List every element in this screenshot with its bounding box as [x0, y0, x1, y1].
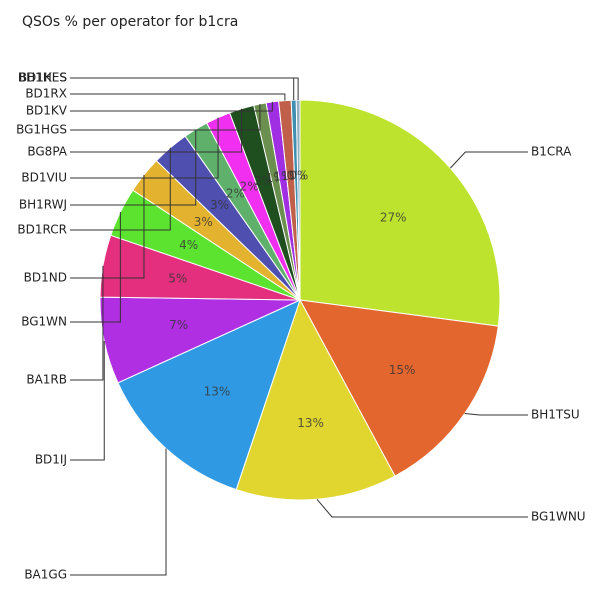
- value-label: 2%: [226, 187, 245, 201]
- value-label: 7%: [169, 318, 188, 332]
- category-label: BD1VIU: [21, 171, 67, 185]
- pie-slice: [299, 299, 499, 477]
- leader-line: [70, 104, 261, 131]
- leader-line: [70, 147, 171, 231]
- leader-line: [70, 129, 197, 206]
- pie-slice: [295, 99, 301, 301]
- leader-line: [70, 340, 105, 461]
- value-label: 2%: [254, 174, 273, 188]
- pie-slice: [117, 299, 301, 491]
- category-label: BD1KV: [26, 104, 68, 118]
- category-label: BH1HES: [18, 71, 67, 85]
- value-label: 0%: [289, 169, 308, 183]
- category-label: BG8PA: [27, 145, 67, 159]
- value-label: 27%: [380, 211, 407, 225]
- leader-line: [316, 498, 528, 518]
- category-label: BG1WNU: [531, 510, 586, 524]
- leader-line: [70, 93, 286, 101]
- category-label: BD1KES: [19, 71, 67, 85]
- category-label: BD1RCR: [17, 223, 67, 237]
- value-label: 13%: [297, 416, 324, 430]
- leader-line: [70, 117, 219, 179]
- category-label: BH1TSU: [531, 408, 580, 422]
- category-label: BD1IJ: [35, 453, 67, 467]
- category-label: BA1GG: [24, 568, 67, 582]
- value-label: 4%: [179, 238, 198, 252]
- category-label: BD1ND: [24, 271, 67, 285]
- value-label: 2%: [240, 179, 259, 193]
- category-label: B1CRA: [531, 145, 572, 159]
- leader-line: [70, 101, 273, 112]
- leader-line: [70, 108, 243, 153]
- leader-line: [449, 151, 528, 169]
- category-label: BD1RX: [25, 87, 67, 101]
- leader-line: [70, 265, 104, 381]
- pie-slice: [235, 298, 396, 501]
- category-label: BG1HGS: [16, 123, 67, 137]
- value-label: 13%: [204, 385, 231, 399]
- leader-line: [70, 448, 167, 576]
- value-label: 3%: [194, 215, 213, 229]
- category-label: BH1RWJ: [19, 198, 67, 212]
- leader-line: [70, 212, 121, 323]
- leader-line: [464, 412, 528, 416]
- leader-line: [70, 77, 299, 101]
- chart-title: QSOs % per operator for b1cra: [22, 14, 238, 30]
- value-label: 3%: [210, 198, 229, 212]
- value-label: 15%: [389, 363, 416, 377]
- leader-line: [70, 174, 145, 279]
- category-label: BA1RB: [26, 373, 67, 387]
- value-label: 5%: [168, 271, 187, 285]
- value-label: 0%: [287, 169, 306, 183]
- pie-slice: [299, 99, 501, 327]
- category-label: BG1WN: [21, 315, 67, 329]
